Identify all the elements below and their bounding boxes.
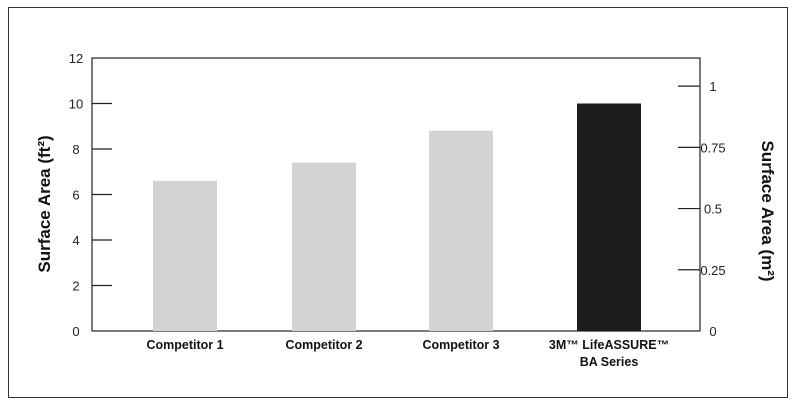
left-tick-label: 6 (72, 188, 79, 203)
category-label: Competitor 3 (422, 338, 499, 352)
right-tick-label: 0 (709, 324, 716, 339)
category-label: Competitor 1 (146, 338, 223, 352)
category-label: 3M™ LifeASSURE™ (549, 338, 669, 352)
right-tick-label: 0.5 (704, 202, 722, 217)
left-tick-label: 12 (69, 51, 83, 66)
bar (577, 103, 641, 331)
right-tick-label: 0.75 (700, 140, 725, 155)
right-tick-label: 0.25 (700, 263, 725, 278)
left-tick-label: 2 (72, 279, 79, 294)
x-axis-labels: Competitor 1 Competitor 2 Competitor 3 3M™ … (146, 338, 669, 369)
right-y-axis: 0 0.25 0.5 0.75 1 (678, 79, 726, 339)
right-tick-label: 1 (709, 79, 716, 94)
left-y-axis: 0 2 4 6 8 10 12 (69, 51, 112, 339)
bars (153, 103, 641, 331)
left-tick-label: 0 (72, 324, 79, 339)
bar (292, 162, 356, 331)
category-label: BA Series (580, 355, 639, 369)
bar (153, 180, 217, 331)
left-axis-title: Surface Area (ft²) (35, 135, 54, 272)
right-axis-title: Surface Area (m²) (758, 140, 777, 281)
chart-frame (8, 7, 788, 398)
category-label: Competitor 2 (285, 338, 362, 352)
left-tick-label: 8 (72, 142, 79, 157)
bar (429, 130, 493, 331)
left-tick-label: 4 (72, 233, 79, 248)
left-tick-label: 10 (69, 97, 83, 112)
